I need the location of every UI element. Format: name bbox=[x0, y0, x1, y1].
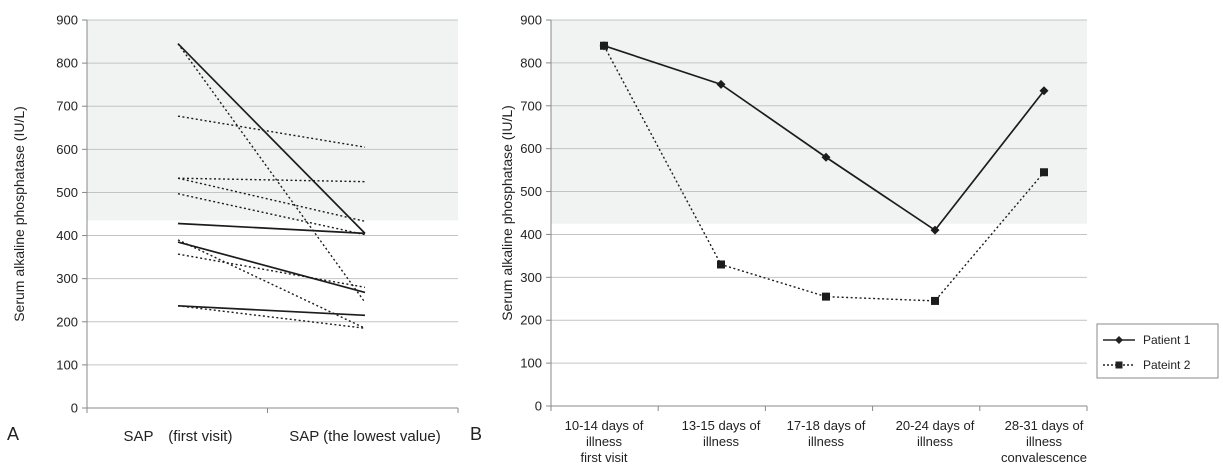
series-line-2 bbox=[177, 222, 366, 235]
x-category-label: 13-15 days of illness bbox=[682, 418, 761, 449]
x-category-label-line: 28-31 days of bbox=[1005, 418, 1084, 433]
data-point-patient-2 bbox=[1040, 168, 1048, 177]
series-line-8 bbox=[177, 177, 366, 223]
y-tick-label: 700 bbox=[520, 98, 542, 113]
y-tick-label: 100 bbox=[520, 356, 542, 371]
panel-b-axes bbox=[550, 20, 1088, 411]
legend-marker-patient-2 bbox=[1115, 361, 1123, 369]
series-line-6 bbox=[177, 115, 366, 148]
data-point-patient-1 bbox=[716, 79, 726, 89]
y-tick-label: 200 bbox=[56, 314, 78, 329]
x-category-label: SAP (first visit) bbox=[124, 428, 233, 445]
x-category-label-line: convalescence bbox=[1001, 450, 1087, 465]
series-line-12 bbox=[177, 305, 366, 329]
x-category-label-line: illness bbox=[703, 434, 740, 449]
x-category-label: 20-24 days of illness bbox=[896, 418, 975, 449]
series-line-4 bbox=[177, 304, 366, 317]
y-tick-label: 900 bbox=[56, 13, 78, 28]
x-category-label-line: 17-18 days of bbox=[787, 418, 866, 433]
panel-b-y-tick-labels: 0 100 200 300 400 500 600 700 800 900 bbox=[520, 13, 542, 414]
y-tick-label: 700 bbox=[56, 99, 78, 114]
x-category-label: 17-18 days of illness bbox=[787, 418, 866, 449]
data-point-patient-1 bbox=[930, 225, 940, 235]
x-category-label-line: 13-15 days of bbox=[682, 418, 761, 433]
y-tick-label: 400 bbox=[56, 228, 78, 243]
panel-a-x-category-labels: SAP (first visit) SAP (the lowest value) bbox=[124, 428, 441, 445]
y-tick-label: 100 bbox=[56, 357, 78, 372]
y-tick-label: 500 bbox=[520, 184, 542, 199]
data-point-patient-2 bbox=[822, 292, 830, 301]
panel-a-normal-range-shading bbox=[87, 20, 458, 221]
series-line-5 bbox=[177, 43, 366, 303]
x-category-label: SAP (the lowest value) bbox=[289, 428, 440, 445]
data-point-patient-1 bbox=[1039, 86, 1049, 96]
panel-a-series-lines bbox=[177, 43, 366, 329]
panel-b: 0 100 200 300 400 500 600 700 800 900 10-14 days … bbox=[470, 13, 1088, 465]
series-line-3 bbox=[177, 241, 366, 294]
y-tick-label: 800 bbox=[56, 56, 78, 71]
panel-b-y-axis-label: Serum alkaline phosphatase (IU/L) bbox=[499, 105, 515, 321]
y-tick-label: 400 bbox=[520, 227, 542, 242]
series-line-10 bbox=[177, 239, 366, 329]
data-point-patient-2 bbox=[600, 41, 608, 50]
panel-b-series-markers bbox=[599, 41, 1049, 305]
series-line-1 bbox=[177, 43, 366, 234]
series-line-9 bbox=[177, 193, 366, 236]
y-tick-label: 300 bbox=[56, 271, 78, 286]
series-line-pateint-2 bbox=[603, 45, 1045, 302]
y-tick-label: 600 bbox=[520, 141, 542, 156]
y-tick-label: 0 bbox=[535, 399, 542, 414]
x-category-label: 10-14 days of illness first visit bbox=[565, 418, 644, 465]
x-category-label-line: illness bbox=[586, 434, 623, 449]
y-tick-label: 600 bbox=[56, 142, 78, 157]
data-point-patient-2 bbox=[931, 296, 939, 305]
panel-a-gridlines bbox=[82, 19, 458, 409]
data-point-patient-2 bbox=[717, 260, 725, 269]
panel-b-letter: B bbox=[470, 424, 482, 444]
x-category-label-line: illness bbox=[917, 434, 954, 449]
panel-b-normal-range-shading bbox=[551, 20, 1087, 224]
panel-a: 0 100 200 300 400 500 600 700 800 900 SAP (first … bbox=[7, 13, 459, 445]
y-tick-label: 300 bbox=[520, 270, 542, 285]
y-tick-label: 500 bbox=[56, 185, 78, 200]
data-point-patient-1 bbox=[821, 152, 831, 162]
legend-box bbox=[1096, 323, 1219, 379]
x-category-label-line: illness bbox=[808, 434, 845, 449]
y-tick-label: 200 bbox=[520, 313, 542, 328]
legend-marker-patient-1 bbox=[1115, 336, 1123, 344]
x-category-label-line: illness bbox=[1026, 434, 1063, 449]
y-tick-label: 900 bbox=[520, 13, 542, 28]
panel-a-axes bbox=[86, 20, 459, 413]
series-line-11 bbox=[177, 253, 366, 288]
panel-a-letter: A bbox=[7, 424, 19, 444]
y-tick-label: 0 bbox=[71, 401, 78, 416]
x-category-label: 28-31 days of illness convalescence bbox=[1001, 418, 1087, 465]
x-category-label-line: 10-14 days of bbox=[565, 418, 644, 433]
panel-a-y-tick-labels: 0 100 200 300 400 500 600 700 800 900 bbox=[56, 13, 78, 416]
panel-b-gridlines bbox=[546, 19, 1087, 407]
legend-label-patient-1: Patient 1 bbox=[1143, 333, 1191, 347]
panel-a-y-axis-label: Serum alkaline phosphatase (IU/L) bbox=[11, 106, 27, 322]
x-category-label-line: 20-24 days of bbox=[896, 418, 975, 433]
legend: Patient 1 Pateint 2 bbox=[1096, 323, 1219, 379]
y-tick-label: 800 bbox=[520, 55, 542, 70]
legend-label-patient-2: Pateint 2 bbox=[1143, 358, 1191, 372]
x-category-label-line: first visit bbox=[581, 450, 628, 465]
